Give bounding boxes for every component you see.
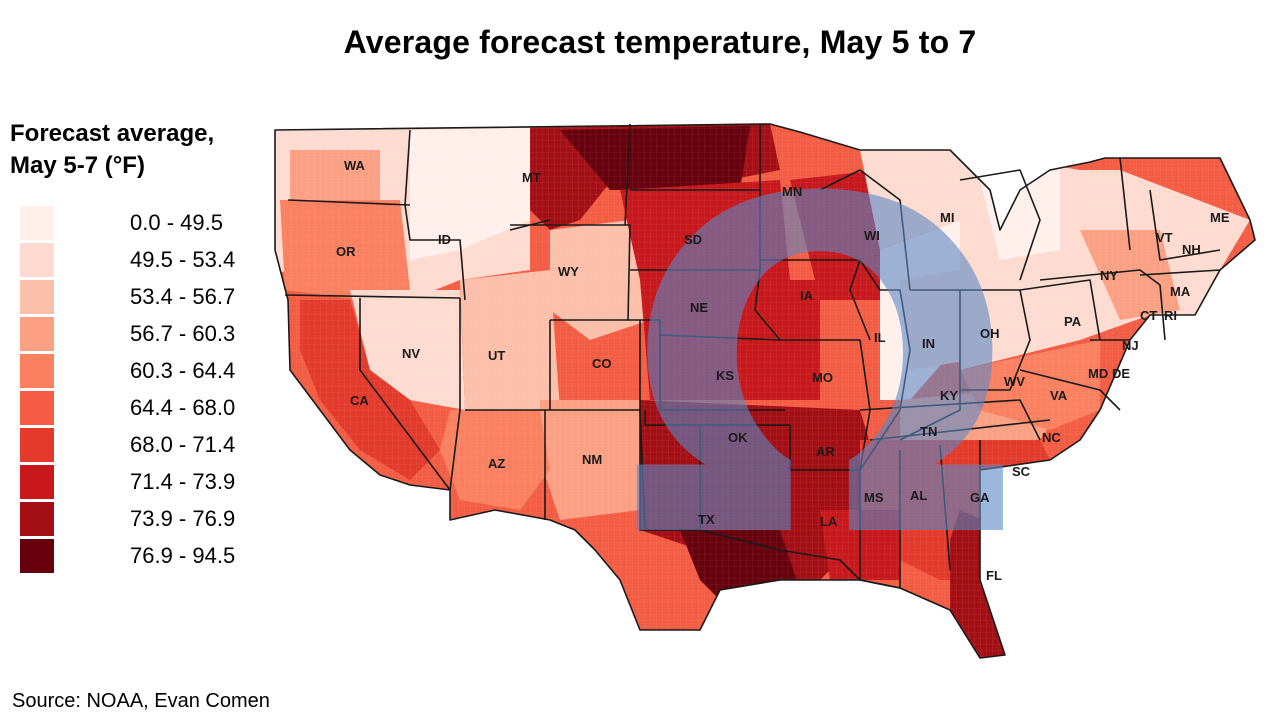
legend-range-label: 73.9 - 76.9 (130, 506, 236, 531)
legend-title-line1: Forecast average, (10, 120, 215, 147)
state-label-ct: CT (1140, 308, 1157, 323)
legend-range-label: 68.0 - 71.4 (130, 432, 236, 457)
state-label-mo: MO (812, 370, 833, 385)
legend-title-line2: May 5-7 (°F) (10, 152, 145, 179)
state-label-ne: NE (690, 300, 708, 315)
legend-swatch (20, 539, 54, 573)
legend-range-label: 53.4 - 56.7 (130, 284, 236, 309)
map-svg: Ω WA OR CA ID NV MT WY UT AZ CO NM SD NE… (274, 104, 1256, 659)
state-label-co: CO (592, 356, 612, 371)
state-label-wv: WV (1004, 374, 1025, 389)
legend-swatch (20, 317, 54, 351)
legend-range-label: 49.5 - 53.4 (130, 247, 236, 272)
state-label-vt: VT (1156, 230, 1173, 245)
legend-swatch (20, 428, 54, 462)
state-label-ms: MS (864, 490, 884, 505)
state-label-ga: GA (970, 490, 990, 505)
legend-swatch (20, 243, 54, 277)
legend-range-label: 71.4 - 73.9 (130, 469, 236, 494)
state-label-id: ID (438, 232, 451, 247)
state-label-oh: OH (980, 326, 1000, 341)
state-label-in: IN (922, 336, 935, 351)
state-label-me: ME (1210, 210, 1230, 225)
state-label-ri: RI (1164, 308, 1177, 323)
state-label-ny: NY (1100, 268, 1118, 283)
state-label-la: LA (820, 514, 838, 529)
omega-watermark: Ω (624, 110, 1015, 639)
state-label-tn: TN (920, 424, 937, 439)
legend-range-label: 56.7 - 60.3 (130, 321, 236, 346)
state-label-ky: KY (940, 388, 958, 403)
legend-range-label: 64.4 - 68.0 (130, 395, 236, 420)
legend-swatch (20, 391, 54, 425)
state-label-ia: IA (800, 288, 814, 303)
legend-swatch (20, 465, 54, 499)
state-label-sc: SC (1012, 464, 1031, 479)
chart-title: Average forecast temperature, May 5 to 7 (343, 24, 977, 60)
state-borders (274, 123, 1256, 659)
source-note: Source: NOAA, Evan Comen (12, 690, 270, 712)
state-label-il: IL (874, 330, 886, 345)
state-label-nv: NV (402, 346, 420, 361)
state-label-nh: NH (1182, 242, 1201, 257)
state-label-de: DE (1112, 366, 1130, 381)
state-label-wy: WY (558, 264, 579, 279)
legend-swatch (20, 354, 54, 388)
state-label-pa: PA (1064, 314, 1082, 329)
legend-swatch (20, 280, 54, 314)
state-label-ma: MA (1170, 284, 1191, 299)
state-label-sd: SD (684, 232, 702, 247)
state-label-al: AL (910, 488, 927, 503)
state-label-ks: KS (716, 368, 734, 383)
legend-swatch (20, 206, 54, 240)
state-label-mi: MI (940, 210, 954, 225)
state-label-wi: WI (864, 228, 880, 243)
us-temperature-map: Ω WA OR CA ID NV MT WY UT AZ CO NM SD NE… (260, 104, 1260, 675)
state-label-az: AZ (488, 456, 505, 471)
legend-swatch (20, 502, 54, 536)
state-label-mt: MT (522, 170, 541, 185)
state-label-ar: AR (816, 444, 835, 459)
state-label-nc: NC (1042, 430, 1061, 445)
legend-range-label: 60.3 - 64.4 (130, 358, 236, 383)
state-label-or: OR (336, 244, 356, 259)
state-label-ut: UT (488, 348, 505, 363)
state-label-tx: TX (698, 512, 715, 527)
state-label-ca: CA (350, 393, 369, 408)
state-label-nm: NM (582, 452, 602, 467)
state-label-va: VA (1050, 388, 1068, 403)
state-label-mn: MN (782, 184, 802, 199)
state-label-ok: OK (728, 430, 748, 445)
state-label-wa: WA (344, 158, 366, 173)
legend-range-label: 0.0 - 49.5 (130, 210, 223, 235)
state-label-md: MD (1088, 366, 1108, 381)
state-labels: WA OR CA ID NV MT WY UT AZ CO NM SD NE K… (336, 158, 1230, 583)
state-label-nj: NJ (1122, 338, 1139, 353)
legend: Forecast average, May 5-7 (°F) 0.0 - 49.… (10, 118, 270, 573)
state-label-fl: FL (986, 568, 1002, 583)
legend-range-label: 76.9 - 94.5 (130, 543, 236, 568)
